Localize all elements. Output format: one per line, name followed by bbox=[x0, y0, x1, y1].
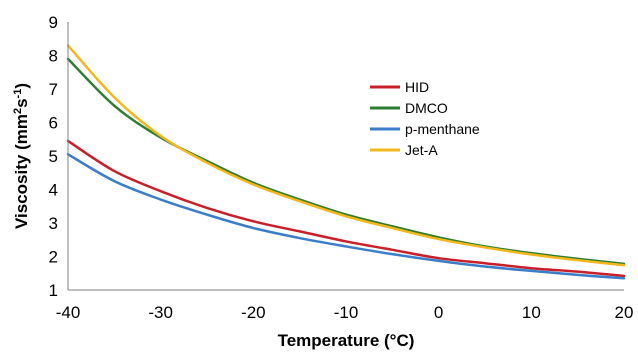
x-tick-label: -10 bbox=[334, 303, 359, 322]
x-tick-label: 0 bbox=[434, 303, 443, 322]
series-line-dmco bbox=[66, 57, 626, 266]
series-line-p-menthane bbox=[66, 153, 626, 280]
x-axis-title: Temperature (°C) bbox=[278, 331, 415, 350]
legend-label-dmco: DMCO bbox=[405, 100, 448, 116]
y-tick-label: 5 bbox=[49, 147, 58, 166]
x-tick-labels: -40 -30 -20 -10 0 10 20 bbox=[56, 303, 634, 322]
y-axis-title-superscript-1: 2 bbox=[12, 108, 24, 114]
legend-label-p-menthane: p-menthane bbox=[405, 121, 480, 137]
series-line-hid bbox=[66, 139, 626, 278]
legend: HID DMCO p-menthane Jet-A bbox=[370, 79, 480, 158]
y-tick-label: 4 bbox=[49, 181, 58, 200]
x-tick-label: 20 bbox=[615, 303, 634, 322]
y-tick-label: 3 bbox=[49, 214, 58, 233]
y-axis-title-part-2: s bbox=[12, 98, 31, 107]
y-axis-title-superscript-2: -1 bbox=[12, 89, 24, 99]
y-tick-label: 9 bbox=[49, 13, 58, 32]
x-tick-label: 10 bbox=[522, 303, 541, 322]
x-tick-label: -30 bbox=[148, 303, 173, 322]
y-tick-label: 1 bbox=[49, 281, 58, 300]
y-axis-title: Viscosity (mm2s-1) bbox=[12, 83, 31, 229]
y-tick-label: 6 bbox=[49, 114, 58, 133]
legend-label-hid: HID bbox=[405, 79, 429, 95]
series-layer bbox=[66, 44, 626, 280]
y-tick-labels: 1 2 3 4 5 6 7 8 9 bbox=[49, 13, 58, 300]
series-line-jet-a bbox=[66, 44, 626, 267]
y-axis-title-part-3: ) bbox=[12, 83, 31, 89]
legend-label-jet-a: Jet-A bbox=[405, 142, 438, 158]
y-tick-label: 2 bbox=[49, 248, 58, 267]
y-tick-label: 7 bbox=[49, 80, 58, 99]
y-tick-label: 8 bbox=[49, 47, 58, 66]
x-tick-label: -40 bbox=[56, 303, 81, 322]
y-axis-title-part-1: Viscosity (mm bbox=[12, 114, 31, 229]
x-tick-label: -20 bbox=[241, 303, 266, 322]
